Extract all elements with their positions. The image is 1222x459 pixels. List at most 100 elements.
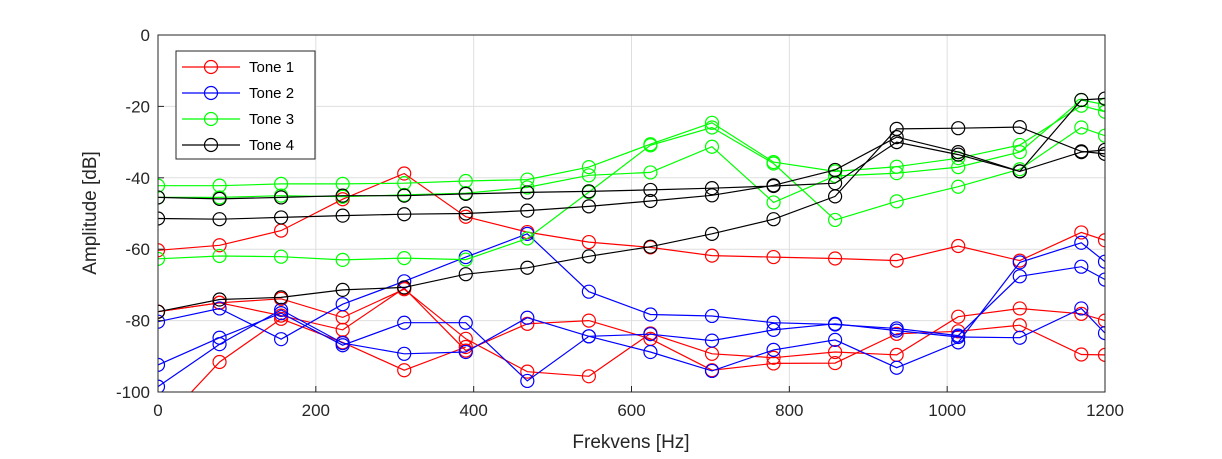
data-point xyxy=(1097,104,1105,119)
data-point xyxy=(828,355,843,371)
data-point xyxy=(951,324,966,339)
data-point xyxy=(951,238,966,254)
data-point xyxy=(1097,313,1105,328)
data-point xyxy=(158,211,166,226)
data-point xyxy=(397,280,412,295)
data-point xyxy=(1074,225,1089,240)
data-point xyxy=(1097,97,1105,112)
data-point xyxy=(335,208,350,223)
data-point xyxy=(212,301,227,316)
data-point xyxy=(458,344,473,360)
data-point xyxy=(458,339,473,355)
data-point xyxy=(581,184,596,199)
data-point xyxy=(1097,254,1105,269)
data-point xyxy=(1012,120,1027,135)
data-point xyxy=(397,207,412,222)
data-point xyxy=(828,316,843,331)
data-point xyxy=(1012,255,1027,270)
data-point xyxy=(766,156,781,171)
data-point xyxy=(1074,301,1089,316)
data-point xyxy=(643,165,658,180)
data-point xyxy=(581,313,596,328)
legend-label: Tone 2 xyxy=(249,85,294,102)
data-point xyxy=(158,314,166,329)
data-point xyxy=(1012,144,1027,160)
series-path xyxy=(190,318,467,392)
data-point xyxy=(581,168,596,183)
data-point xyxy=(581,284,596,299)
data-point xyxy=(458,267,473,282)
data-point xyxy=(889,194,904,209)
legend-marker xyxy=(203,59,219,75)
data-point xyxy=(158,190,166,205)
data-point xyxy=(643,182,658,198)
data-point xyxy=(158,251,166,266)
data-point xyxy=(951,121,966,136)
legend-item: Tone 2 xyxy=(182,85,294,102)
data-point xyxy=(828,189,843,204)
data-point xyxy=(704,139,720,154)
plot-area xyxy=(158,91,1105,392)
data-point xyxy=(274,249,289,264)
data-point xyxy=(397,166,412,181)
data-point xyxy=(951,179,966,194)
y-tick-label: 0 xyxy=(141,26,150,45)
data-point xyxy=(951,144,966,160)
data-point xyxy=(1012,269,1027,284)
data-point xyxy=(458,206,473,221)
data-point xyxy=(828,162,843,178)
data-point xyxy=(1012,164,1027,179)
data-point xyxy=(335,335,350,351)
data-point xyxy=(1097,128,1105,143)
data-point xyxy=(158,357,166,372)
data-point xyxy=(212,191,227,206)
data-point xyxy=(643,138,658,153)
data-point xyxy=(1097,91,1105,106)
data-point xyxy=(1097,347,1105,362)
data-point xyxy=(274,190,289,205)
legend-label: Tone 3 xyxy=(249,111,294,128)
data-point xyxy=(274,332,289,347)
data-point xyxy=(397,315,412,330)
data-point xyxy=(274,210,289,225)
data-point xyxy=(766,315,781,330)
data-point xyxy=(520,180,535,195)
data-point xyxy=(766,342,781,357)
data-point xyxy=(397,346,412,361)
data-point xyxy=(1097,325,1105,341)
data-point xyxy=(212,238,227,253)
y-tick-label: -100 xyxy=(116,383,150,402)
data-point xyxy=(704,181,720,196)
data-point xyxy=(581,369,596,384)
data-point xyxy=(704,120,720,135)
data-point xyxy=(704,248,720,263)
data-point xyxy=(158,379,166,392)
data-point xyxy=(1074,259,1089,274)
data-point xyxy=(274,290,289,305)
data-point xyxy=(704,188,720,203)
data-point xyxy=(212,248,227,264)
data-point xyxy=(704,308,720,324)
data-point xyxy=(397,188,412,203)
data-point xyxy=(1074,306,1089,321)
y-tick-label: -40 xyxy=(125,169,150,188)
series-line-6 xyxy=(158,301,1105,389)
data-point xyxy=(212,295,227,310)
data-point xyxy=(766,350,781,365)
series-path xyxy=(158,126,1105,313)
legend: Tone 1 Tone 2 Tone 3 Tone 4 xyxy=(175,50,316,160)
data-point xyxy=(828,332,843,347)
series-path xyxy=(158,307,1105,382)
y-tick-label: -80 xyxy=(125,312,150,331)
data-point xyxy=(158,178,166,193)
legend-item: Tone 1 xyxy=(182,59,294,76)
y-axis-label: Amplitude [dB] xyxy=(80,151,101,275)
series-path xyxy=(158,141,1105,200)
data-point xyxy=(520,364,535,379)
data-point xyxy=(889,253,904,268)
data-point xyxy=(828,251,843,266)
data-point xyxy=(704,363,720,379)
x-axis-label: Frekvens [Hz] xyxy=(572,432,689,453)
data-point xyxy=(1097,146,1105,161)
data-point xyxy=(889,166,904,181)
